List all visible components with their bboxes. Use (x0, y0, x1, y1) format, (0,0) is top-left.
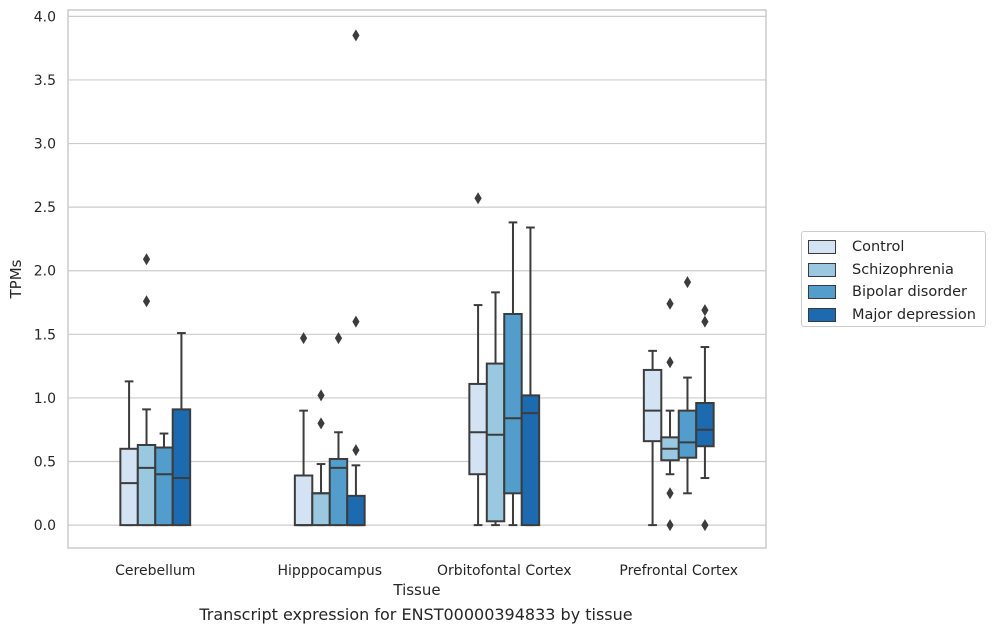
box-body (677, 409, 698, 459)
legend-swatch-major-depression (808, 307, 836, 322)
y-tick-label: 2.5 (34, 200, 56, 216)
outlier-point (701, 304, 709, 317)
box (154, 432, 174, 527)
series-control (119, 192, 663, 527)
outlier-point (352, 444, 360, 457)
legend: Control Schizophrenia Bipolar disorder M… (801, 231, 986, 327)
box-body (293, 474, 314, 527)
y-tick-label: 0.5 (34, 455, 56, 471)
box-body (695, 402, 715, 448)
box (136, 253, 157, 527)
outlier-point (142, 295, 151, 308)
chart-caption: Transcript expression for ENST0000039483… (199, 605, 633, 624)
outlier-point (666, 487, 674, 500)
y-tick-label: 1.0 (34, 391, 56, 407)
box (293, 332, 314, 527)
series-bipolar-disorder (154, 221, 698, 527)
series-schizophrenia (136, 253, 680, 532)
outlier-point (299, 332, 308, 345)
box (171, 332, 192, 527)
y-tick-label: 0.0 (34, 518, 56, 534)
x-tick-labels: Cerebellum Hipppocampus Orbitofontal Corte… (115, 563, 738, 579)
legend-item-major-depression: Major depression (808, 304, 979, 327)
legend-item-bipolar: Bipolar disorder (808, 281, 979, 304)
box (695, 304, 715, 532)
box (119, 380, 139, 527)
box (468, 192, 488, 527)
outlier-point (352, 315, 360, 328)
outlier-point (474, 192, 482, 205)
x-tick-label: Prefrontal Cortex (619, 563, 738, 579)
outlier-point (666, 356, 674, 369)
outlier-point (317, 389, 325, 402)
x-tick-label: Orbitofontal Cortex (437, 563, 572, 579)
box-body (520, 394, 541, 527)
y-tick-label: 4.0 (34, 9, 56, 25)
box (346, 29, 366, 527)
box-body (503, 312, 523, 495)
box-body (328, 457, 349, 527)
y-axis-label: TPMs (7, 259, 25, 299)
outlier-point (683, 276, 692, 289)
legend-label-schizophrenia: Schizophrenia (852, 261, 954, 278)
outlier-point (317, 417, 325, 430)
legend-label-major-depression: Major depression (852, 306, 976, 323)
y-tick-label: 2.0 (34, 264, 56, 280)
outlier-point (666, 297, 674, 310)
x-tick-label: Cerebellum (115, 563, 195, 579)
legend-label-bipolar: Bipolar disorder (852, 284, 967, 301)
box-body (171, 408, 192, 527)
box-body (485, 362, 506, 523)
outlier-point (701, 315, 709, 328)
box (485, 291, 506, 527)
outlier-point (334, 332, 343, 345)
y-tick-label: 1.5 (34, 327, 56, 343)
plot-frame (67, 9, 767, 549)
x-axis-label: Tissue (392, 581, 440, 599)
box-body (468, 382, 488, 476)
box-series (119, 29, 715, 532)
legend-swatch-bipolar (808, 285, 836, 300)
y-tick-label: 3.0 (34, 137, 56, 153)
box (677, 276, 698, 495)
legend-label-control: Control (852, 239, 905, 256)
box (311, 389, 331, 527)
outlier-point (352, 29, 360, 42)
y-tick-label: 3.5 (34, 73, 56, 89)
legend-item-control: Control (808, 236, 979, 259)
box (520, 226, 541, 527)
box (642, 349, 663, 527)
box-body (311, 492, 331, 527)
outlier-point (142, 253, 151, 266)
box-body (136, 443, 157, 527)
outlier-point (666, 519, 674, 532)
outlier-point (701, 519, 709, 532)
legend-swatch-schizophrenia (808, 262, 836, 277)
box-body (346, 494, 366, 527)
box (660, 297, 680, 532)
box (503, 221, 523, 527)
box (328, 332, 349, 527)
x-tick-label: Hipppocampus (277, 563, 382, 579)
y-tick-labels: 0.0 0.5 1.0 1.5 2.0 2.5 3.0 3.5 4.0 (34, 9, 56, 534)
series-major-depression (171, 29, 715, 532)
box-body (119, 447, 139, 527)
legend-item-schizophrenia: Schizophrenia (808, 259, 979, 282)
box-body (642, 368, 663, 443)
box-body (154, 446, 174, 527)
legend-swatch-control (808, 240, 836, 255)
